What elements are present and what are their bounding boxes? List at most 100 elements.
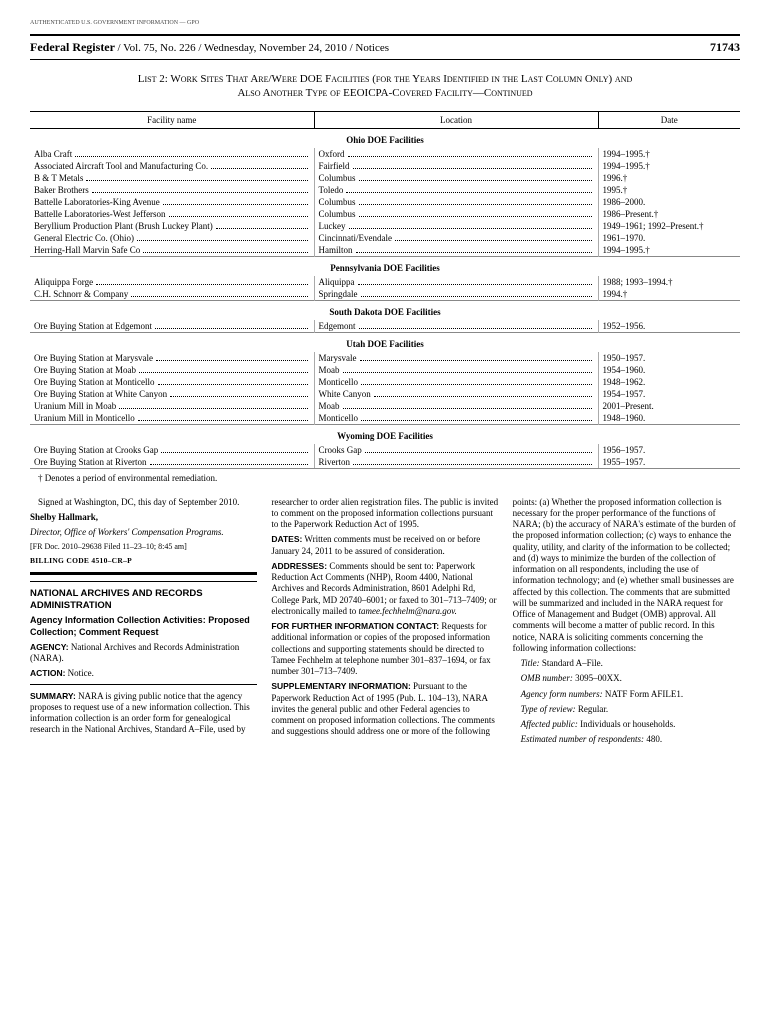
facility-cell: Ore Buying Station at Monticello [30,376,314,388]
register-meta: / Vol. 75, No. 226 / Wednesday, November… [117,42,389,54]
dates-text: Written comments must be received on or … [271,534,480,555]
location-cell: Monticello [314,412,598,425]
facility-cell: Ore Buying Station at Riverton [30,456,314,469]
agency-label: AGENCY: [30,642,69,652]
title-text: Standard A–File. [540,658,603,668]
action-text: Notice. [65,668,94,678]
date-cell: 1954–1960. [598,364,740,376]
contact-label: FOR FURTHER INFORMATION CONTACT: [271,621,439,631]
col-location: Location [314,111,598,128]
facility-cell: Baker Brothers [30,184,314,196]
list-title-line1: List 2: Work Sites That Are/Were DOE Fac… [138,73,633,85]
section-heading: Pennsylvania DOE Facilities [30,256,740,276]
section-heading: Wyoming DOE Facilities [30,424,740,444]
facility-cell: Aliquippa Forge [30,276,314,288]
col-facility: Facility name [30,111,314,128]
summary-label: SUMMARY: [30,691,76,701]
facility-cell: Battelle Laboratories-West Jefferson [30,208,314,220]
location-cell: Columbus [314,208,598,220]
location-cell: Cincinnati/Evendale [314,232,598,244]
date-cell: 1994.† [598,288,740,301]
section-heading: Ohio DOE Facilities [30,128,740,148]
register-title: Federal Register [30,40,115,54]
thin-rule-2 [30,684,257,685]
date-cell: 1952–1956. [598,320,740,333]
date-cell: 1961–1970. [598,232,740,244]
facility-cell: C.H. Schnorr & Company [30,288,314,301]
date-cell: 1986–Present.† [598,208,740,220]
location-cell: Columbus [314,196,598,208]
location-cell: Toledo [314,184,598,196]
review-text: Regular. [576,704,609,714]
facilities-table: Facility name Location Date Ohio DOE Fac… [30,111,740,469]
date-cell: 1994–1995.† [598,148,740,160]
location-cell: Moab [314,364,598,376]
location-cell: Springdale [314,288,598,301]
date-cell: 1948–1960. [598,412,740,425]
authentication-mark: AUTHENTICATED U.S. GOVERNMENT INFORMATIO… [30,20,740,26]
date-cell: 1986–2000. [598,196,740,208]
date-cell: 1948–1962. [598,376,740,388]
action-label: ACTION: [30,668,65,678]
location-cell: Crooks Gap [314,444,598,456]
addresses-label: ADDRESSES: [271,561,327,571]
location-cell: Luckey [314,220,598,232]
date-cell: 1988; 1993–1994.† [598,276,740,288]
public-text: Individuals or households. [578,719,676,729]
facility-cell: B & T Metals [30,172,314,184]
location-cell: Hamilton [314,244,598,257]
location-cell: Oxford [314,148,598,160]
location-cell: Fairfield [314,160,598,172]
list-title-line2: Also Another Type of EEOICPA-Covered Fac… [237,87,532,99]
facility-cell: Uranium Mill in Moab [30,400,314,412]
form-text: NATF Form AFILE1. [603,689,684,699]
date-cell: 1950–1957. [598,352,740,364]
omb-text: 3095–00XX. [573,673,622,683]
facility-cell: Associated Aircraft Tool and Manufacturi… [30,160,314,172]
form-label: Agency form numbers: [521,689,603,699]
facility-cell: Herring-Hall Marvin Safe Co [30,244,314,257]
supp-label: SUPPLEMENTARY INFORMATION: [271,681,410,691]
review-label: Type of review: [521,704,576,714]
agency-heading: NATIONAL ARCHIVES AND RECORDS ADMINISTRA… [30,588,257,612]
facility-cell: General Electric Co. (Ohio) [30,232,314,244]
date-cell: 1956–1957. [598,444,740,456]
list-title: List 2: Work Sites That Are/Were DOE Fac… [30,72,740,101]
body-columns: Signed at Washington, DC, this day of Se… [30,497,740,746]
date-cell: 1955–1957. [598,456,740,469]
dates-label: DATES: [271,534,302,544]
date-cell: 2001–Present. [598,400,740,412]
page-number: 71743 [710,40,740,55]
date-cell: 1995.† [598,184,740,196]
signature-title: Director, Office of Workers' Compensatio… [30,527,257,538]
addresses-email: tamee.fechhelm@nara.gov. [359,606,457,616]
thick-rule [30,572,257,575]
table-footnote: † Denotes a period of environmental reme… [30,473,740,483]
section-heading: Utah DOE Facilities [30,332,740,352]
location-cell: Marysvale [314,352,598,364]
location-cell: Aliquippa [314,276,598,288]
facility-cell: Ore Buying Station at Moab [30,364,314,376]
date-cell: 1954–1957. [598,388,740,400]
facility-cell: Battelle Laboratories-King Avenue [30,196,314,208]
facility-cell: Beryllium Production Plant (Brush Luckey… [30,220,314,232]
date-cell: 1996.† [598,172,740,184]
location-cell: Edgemont [314,320,598,333]
location-cell: Columbus [314,172,598,184]
notice-subheading: Agency Information Collection Activities… [30,615,257,638]
facility-cell: Ore Buying Station at Crooks Gap [30,444,314,456]
page-header: Federal Register / Vol. 75, No. 226 / We… [30,34,740,60]
facility-cell: Ore Buying Station at Edgemont [30,320,314,333]
title-label: Title: [521,658,540,668]
facility-cell: Ore Buying Station at White Canyon [30,388,314,400]
resp-text: 480. [644,734,662,744]
thin-rule [30,581,257,582]
date-cell: 1949–1961; 1992–Present.† [598,220,740,232]
location-cell: Riverton [314,456,598,469]
facility-cell: Uranium Mill in Monticello [30,412,314,425]
location-cell: Moab [314,400,598,412]
facility-cell: Ore Buying Station at Marysvale [30,352,314,364]
signature-name: Shelby Hallmark, [30,512,257,523]
section-heading: South Dakota DOE Facilities [30,300,740,320]
resp-label: Estimated number of respondents: [521,734,644,744]
